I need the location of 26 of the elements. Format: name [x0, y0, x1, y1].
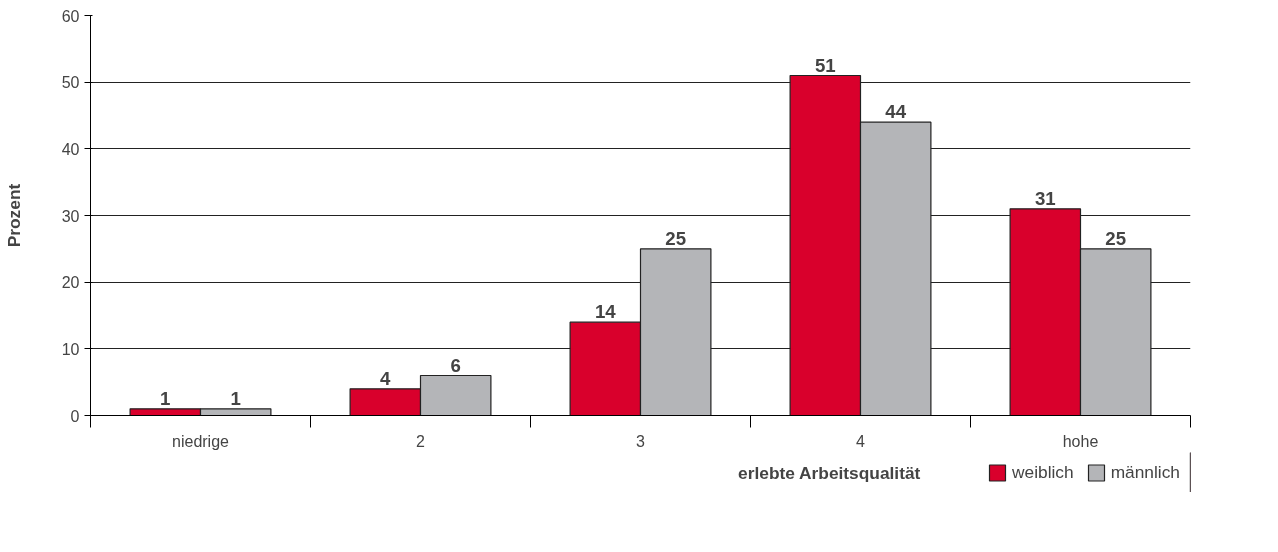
data-label: 25: [665, 227, 687, 249]
x-tick-label: 2: [416, 432, 426, 450]
data-label: 51: [814, 54, 836, 76]
y-tick-label: 20: [61, 274, 80, 292]
x-axis-title: erlebte Arbeitsqualität: [738, 462, 921, 483]
data-label: 1: [160, 387, 171, 409]
y-tick-label: 10: [61, 340, 80, 358]
data-label: 31: [1034, 187, 1056, 209]
x-tick-label: 4: [856, 432, 866, 450]
y-tick-label: 40: [61, 140, 80, 158]
x-tick-label: niedrige: [172, 432, 230, 450]
x-tick-label: 3: [636, 432, 646, 450]
legend-label: weiblich: [1012, 461, 1074, 483]
data-label: 4: [380, 367, 392, 389]
y-tick-label: 0: [70, 407, 80, 425]
data-label: 25: [1105, 227, 1127, 249]
data-label: 44: [885, 101, 907, 123]
data-label: 6: [450, 354, 461, 376]
y-axis-title: Prozent: [3, 183, 24, 248]
data-label: 1: [230, 387, 241, 409]
y-tick-label: 60: [61, 7, 80, 25]
legend-label: männlich: [1110, 461, 1180, 483]
y-tick-label: 50: [61, 74, 80, 92]
y-tick-label: 30: [61, 207, 80, 225]
x-tick-label: hohe: [1062, 432, 1099, 450]
data-label: 14: [594, 301, 617, 323]
